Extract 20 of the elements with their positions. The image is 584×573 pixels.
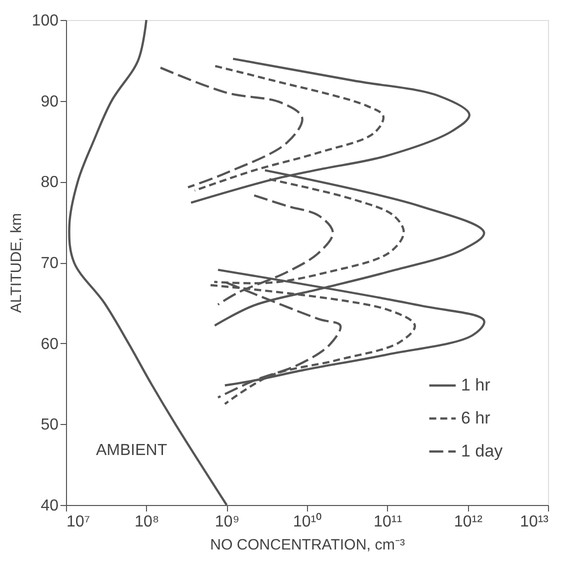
y-tick-label: 50 — [40, 416, 59, 434]
x-tick-label: 10¹² — [454, 514, 484, 530]
y-tick-label: 90 — [40, 93, 59, 110]
legend-label: 6 hr — [461, 408, 491, 428]
x-tick-label: 10¹¹ — [374, 514, 402, 530]
y-tick-label: 70 — [40, 255, 59, 272]
y-tick-label: 40 — [40, 498, 59, 514]
x-tick-label: 10¹⁰ — [292, 512, 322, 530]
y-tick-label: 60 — [40, 336, 59, 353]
x-tick-label: 10¹³ — [520, 514, 550, 530]
x-tick-label: 10⁸ — [134, 514, 160, 530]
legend-label: 1 day — [461, 442, 504, 460]
y-axis-title: ALTITUDE, km — [8, 213, 25, 313]
x-tick-label: 10⁷ — [66, 514, 90, 530]
y-tick-label: 100 — [32, 12, 59, 30]
legend-label: 1 hr — [461, 376, 491, 394]
annotation: AMBIENT — [96, 442, 168, 459]
y-tick-label: 80 — [40, 174, 59, 192]
x-axis-title: NO CONCENTRATION, cm⁻³ — [210, 536, 405, 554]
x-tick-label: 10⁹ — [214, 514, 240, 530]
